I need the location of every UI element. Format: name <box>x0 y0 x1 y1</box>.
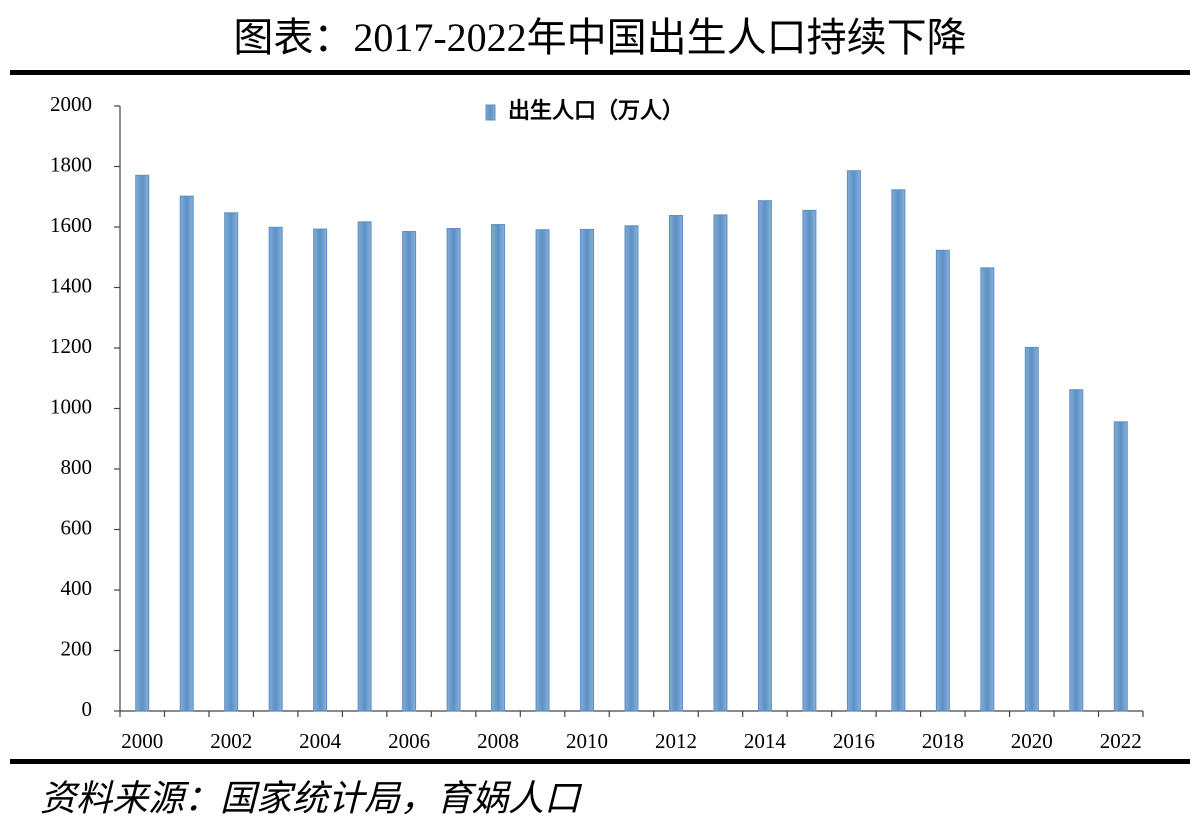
x-tick-label: 2022 <box>1100 729 1142 753</box>
y-tick-label: 0 <box>82 697 93 721</box>
x-tick-label: 2020 <box>1011 729 1053 753</box>
y-tick-label: 1600 <box>50 213 92 237</box>
x-tick-label: 2006 <box>388 729 430 753</box>
y-tick-label: 1400 <box>50 273 92 297</box>
bar <box>535 229 550 712</box>
bar <box>446 228 461 712</box>
bar <box>757 200 772 712</box>
chart-title: 图表：2017-2022年中国出生人口持续下降 <box>233 15 966 60</box>
y-tick-label: 400 <box>61 576 93 600</box>
y-tick-label: 200 <box>61 636 93 660</box>
y-tick-label: 1200 <box>50 334 92 358</box>
bar <box>802 209 817 712</box>
y-tick-label: 1800 <box>50 152 92 176</box>
bar <box>580 228 595 712</box>
x-tick-label: 2010 <box>566 729 608 753</box>
y-tick-label: 600 <box>61 515 93 539</box>
bar <box>891 189 906 712</box>
x-tick-label: 2014 <box>744 729 787 753</box>
bar <box>980 267 995 712</box>
x-tick-label: 2008 <box>477 729 519 753</box>
x-tick-label: 2000 <box>121 729 163 753</box>
x-tick-label: 2018 <box>922 729 964 753</box>
bar <box>135 174 150 712</box>
x-tick-label: 2004 <box>299 729 342 753</box>
y-tick-label: 1000 <box>50 394 92 418</box>
footer-rule <box>10 759 1190 764</box>
x-tick-label: 2016 <box>833 729 875 753</box>
bar <box>402 231 417 712</box>
bar <box>1024 346 1039 712</box>
bar <box>624 225 639 712</box>
bar <box>179 195 194 712</box>
legend-label: 出生人口（万人） <box>508 99 684 124</box>
bar <box>713 214 728 712</box>
source-note: 资料来源：国家统计局，育娲人口 <box>40 778 583 818</box>
bar <box>491 224 506 712</box>
y-tick-label: 2000 <box>50 92 92 116</box>
bar <box>1113 421 1128 712</box>
legend-swatch <box>485 104 496 121</box>
x-tick-label: 2002 <box>210 729 252 753</box>
bar <box>313 228 328 712</box>
bar <box>668 215 683 712</box>
bar <box>357 221 372 712</box>
title-rule <box>10 70 1190 75</box>
y-tick-label: 800 <box>61 455 93 479</box>
bar <box>846 170 861 712</box>
bar <box>935 249 950 712</box>
bar <box>268 226 283 712</box>
x-tick-label: 2012 <box>655 729 697 753</box>
bar <box>1069 389 1084 712</box>
bar <box>224 212 239 712</box>
